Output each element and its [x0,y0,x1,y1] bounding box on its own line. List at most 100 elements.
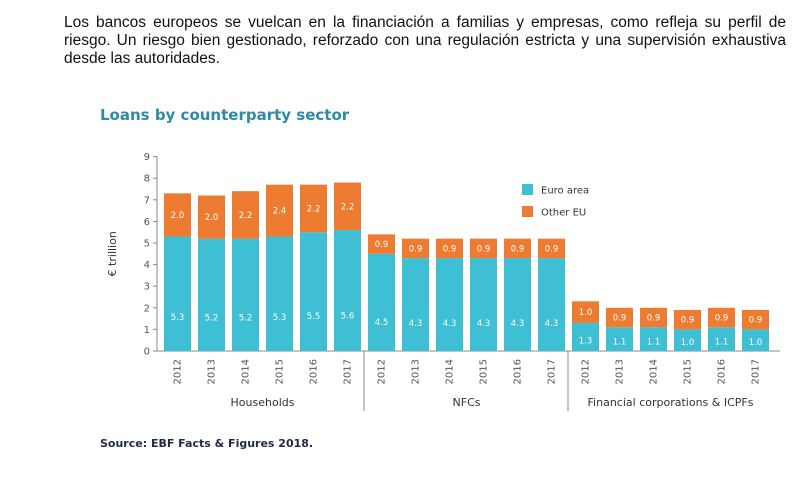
data-label-other-eu: 2.0 [205,213,219,223]
data-label-other-eu: 0.9 [409,244,423,254]
bar-other-eu [640,307,667,328]
y-tick-label: 2 [144,303,150,314]
bar-euro-area [436,258,463,351]
bar-euro-area [606,327,633,351]
data-label-euro-area: 1.1 [613,338,627,348]
bar-other-eu [368,234,395,254]
bar-euro-area [266,236,293,351]
data-label-euro-area: 1.0 [681,338,695,348]
bar-other-eu [164,193,191,237]
data-label-other-eu: 2.4 [273,207,287,217]
bar-other-eu [742,309,769,330]
data-label-other-eu: 2.2 [239,211,253,221]
x-tick-label: 2013 [615,359,626,384]
x-tick-label: 2015 [275,359,286,384]
group-label: Households [231,396,295,409]
data-label-euro-area: 1.1 [647,338,661,348]
data-label-euro-area: 5.3 [273,313,287,323]
x-tick-label: 2015 [479,359,490,384]
bar-other-eu [504,238,531,259]
data-label-euro-area: 4.5 [375,318,389,328]
data-label-other-eu: 0.9 [477,244,491,254]
x-tick-label: 2014 [241,359,252,384]
y-tick-label: 0 [144,347,150,358]
x-tick-label: 2016 [513,359,524,384]
x-tick-label: 2015 [683,359,694,384]
bar-euro-area [538,258,565,351]
x-tick-label: 2016 [717,359,728,384]
intro-paragraph: Los bancos europeos se vuelcan en la fin… [64,14,786,67]
y-tick-label: 1 [144,325,150,336]
data-label-other-eu: 2.2 [341,202,355,212]
x-tick-label: 2012 [173,359,184,384]
data-label-euro-area: 5.3 [171,313,185,323]
x-tick-label: 2012 [581,359,592,384]
bar-other-eu [232,191,259,239]
y-tick-label: 8 [144,174,150,185]
bar-other-eu [606,307,633,328]
data-label-other-eu: 0.9 [545,244,559,254]
bar-euro-area [198,238,225,351]
group-label: NFCs [453,396,481,409]
data-label-other-eu: 2.0 [171,211,185,221]
bar-other-eu [470,238,497,259]
bar-euro-area [572,322,599,351]
data-label-euro-area: 4.3 [545,319,559,329]
data-label-euro-area: 4.3 [409,319,423,329]
chart-title: Loans by counterparty sector [100,106,350,124]
data-label-other-eu: 0.9 [375,240,389,250]
data-label-euro-area: 1.1 [715,338,729,348]
data-label-euro-area: 4.3 [443,319,457,329]
bar-euro-area [164,236,191,351]
bar-other-eu [198,195,225,239]
bar-euro-area [402,258,429,351]
bar-euro-area [300,232,327,351]
bar-euro-area [742,329,769,351]
data-label-other-eu: 0.9 [443,244,457,254]
data-label-other-eu: 0.9 [681,316,695,326]
bar-euro-area [674,329,701,351]
x-tick-label: 2013 [207,359,218,384]
bar-other-eu [538,238,565,259]
data-label-other-eu: 0.9 [749,316,763,326]
data-label-other-eu: 2.2 [307,204,321,214]
bar-euro-area [708,327,735,351]
x-tick-label: 2017 [751,359,762,384]
bar-other-eu [402,238,429,259]
y-tick-label: 5 [144,239,150,250]
data-label-euro-area: 1.0 [749,338,763,348]
data-label-euro-area: 4.3 [477,319,491,329]
bar-euro-area [368,253,395,351]
legend-entry: Other EU [541,208,586,219]
legend-entry: Euro area [541,186,589,197]
x-tick-label: 2013 [411,359,422,384]
y-axis-label: € trillion [106,231,119,276]
x-tick-label: 2017 [547,359,558,384]
data-label-euro-area: 5.6 [341,311,355,321]
data-label-other-eu: 0.9 [511,244,525,254]
bar-other-eu [674,309,701,330]
x-tick-label: 2012 [377,359,388,384]
bar-euro-area [504,258,531,351]
legend-swatch [522,184,533,195]
bar-other-eu [572,301,599,323]
data-label-other-eu: 0.9 [715,314,729,324]
chart-source: Source: EBF Facts & Figures 2018. [100,437,314,450]
bar-other-eu [266,184,293,237]
bar-other-eu [334,182,361,231]
x-tick-label: 2014 [649,359,660,384]
y-tick-label: 4 [144,260,150,271]
data-label-euro-area: 5.5 [307,312,321,322]
bar-other-eu [708,307,735,328]
bar-other-eu [300,184,327,233]
group-label: Financial corporations & ICPFs [588,396,754,409]
y-tick-label: 3 [144,282,150,293]
bar-other-eu [436,238,463,259]
data-label-euro-area: 4.3 [511,319,525,329]
y-tick-label: 6 [144,217,150,228]
bar-euro-area [334,230,361,351]
data-label-other-eu: 0.9 [647,314,661,324]
y-tick-label: 9 [144,152,150,163]
y-tick-label: 7 [144,195,150,206]
